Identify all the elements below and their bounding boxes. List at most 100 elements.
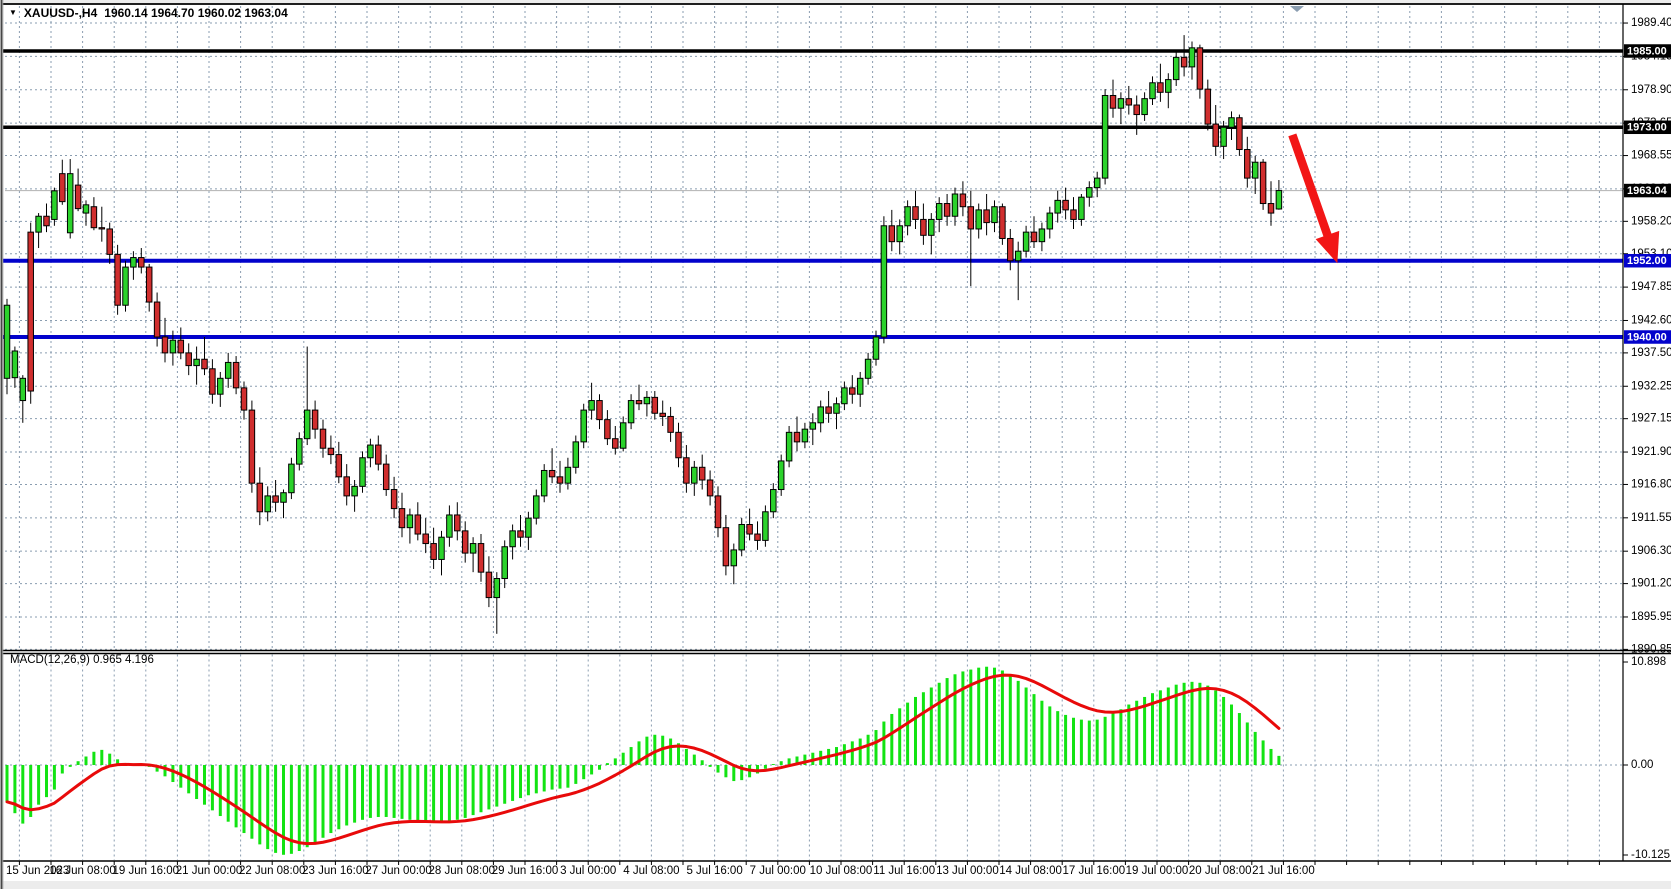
candle <box>217 377 224 395</box>
macd-bar <box>226 765 230 822</box>
candle <box>19 377 27 402</box>
time-tick-label: 20 Jul 08:00 <box>1189 865 1252 877</box>
candle <box>983 209 990 224</box>
candle <box>643 396 651 405</box>
candle <box>256 482 264 513</box>
candle <box>1259 161 1267 205</box>
candle <box>777 460 785 491</box>
macd-bar <box>289 765 293 854</box>
macd-bar <box>400 765 404 819</box>
macd-tick-label: -10.125 <box>1631 849 1670 861</box>
candle <box>943 203 951 217</box>
macd-bar <box>345 765 349 826</box>
candle <box>1244 149 1251 179</box>
macd-bar <box>218 765 222 817</box>
candle <box>446 514 453 538</box>
candle <box>1165 79 1172 93</box>
macd-bar <box>732 765 736 782</box>
macd-bar <box>921 692 925 765</box>
candle <box>422 533 429 545</box>
macd-bar <box>155 765 159 772</box>
candle <box>35 215 42 233</box>
macd-bar <box>645 736 649 765</box>
time-tick-label: 14 Jul 08:00 <box>999 865 1062 877</box>
time-tick-label: 27 Jun 00:00 <box>365 865 432 877</box>
candle <box>525 517 532 538</box>
candle <box>106 228 113 255</box>
macd-bar <box>858 738 862 765</box>
macd-bar <box>361 765 364 820</box>
price-tick-label: 1942.60 <box>1631 315 1671 327</box>
candle <box>959 193 967 208</box>
macd-bar <box>558 765 562 789</box>
candle <box>991 206 998 224</box>
macd-bar <box>45 765 48 798</box>
candle <box>548 469 556 478</box>
macd-bar <box>1072 717 1075 765</box>
macd-bar <box>1214 690 1218 765</box>
candle <box>11 350 19 379</box>
macd-bar <box>1048 706 1052 765</box>
macd-axis[interactable]: 10.898 0.00 -10.125 <box>1623 656 1670 861</box>
candle <box>683 457 690 484</box>
macd-bar <box>60 765 64 774</box>
macd-bar <box>945 678 949 765</box>
candle <box>82 204 90 214</box>
macd-bar <box>1269 748 1273 765</box>
candle <box>809 422 817 430</box>
macd-bar <box>432 765 436 823</box>
macd-bar <box>1222 696 1226 765</box>
macd-bar <box>787 758 791 765</box>
time-tick-label: 13 Jul 00:00 <box>936 865 999 877</box>
candle <box>74 184 82 210</box>
macd-bar <box>1103 716 1107 765</box>
macd-bar <box>1230 704 1233 765</box>
macd-bar <box>890 713 894 765</box>
macd-bar <box>384 765 388 817</box>
candle <box>880 225 888 338</box>
macd-bar <box>669 738 673 765</box>
candle <box>343 476 350 497</box>
candle <box>375 444 382 465</box>
price-badge-label: 1940.00 <box>1627 331 1667 343</box>
macd-bar <box>1079 719 1083 765</box>
price-tick-label: 1932.25 <box>1631 380 1671 392</box>
macd-bar <box>1166 687 1170 765</box>
macd-bar <box>487 765 491 810</box>
candle <box>706 479 714 497</box>
candle <box>43 215 50 227</box>
candle <box>1133 104 1140 116</box>
candle <box>209 368 216 395</box>
macd-bar <box>763 765 767 769</box>
macd-bar <box>1127 704 1131 765</box>
macd-bar <box>471 765 475 816</box>
candle <box>951 193 959 217</box>
price-badge-label: 1963.04 <box>1627 185 1668 197</box>
macd-bar <box>68 765 72 767</box>
candle <box>714 495 722 529</box>
macd-bar <box>313 765 317 843</box>
symbol-dropdown-icon[interactable]: ▼ <box>9 8 17 17</box>
candle <box>604 419 611 440</box>
candle <box>335 454 343 478</box>
macd-bar <box>882 721 886 765</box>
candle <box>232 361 240 389</box>
candle <box>501 546 508 580</box>
macd-bar <box>677 743 680 765</box>
candle <box>754 533 761 541</box>
arrow-annotation[interactable] <box>1288 133 1340 264</box>
candle <box>659 412 666 417</box>
candle <box>825 406 832 414</box>
macd-bar <box>258 765 262 845</box>
candle <box>66 173 74 234</box>
time-tick-label: 21 Jun 00:00 <box>176 865 243 877</box>
candle <box>920 218 927 236</box>
time-tick-label: 11 Jul 16:00 <box>873 865 935 877</box>
macd-bar <box>1190 681 1194 765</box>
macd-bar <box>574 765 578 784</box>
macd-bar <box>1253 731 1257 765</box>
macd-bar <box>684 748 688 765</box>
candle <box>122 266 129 306</box>
